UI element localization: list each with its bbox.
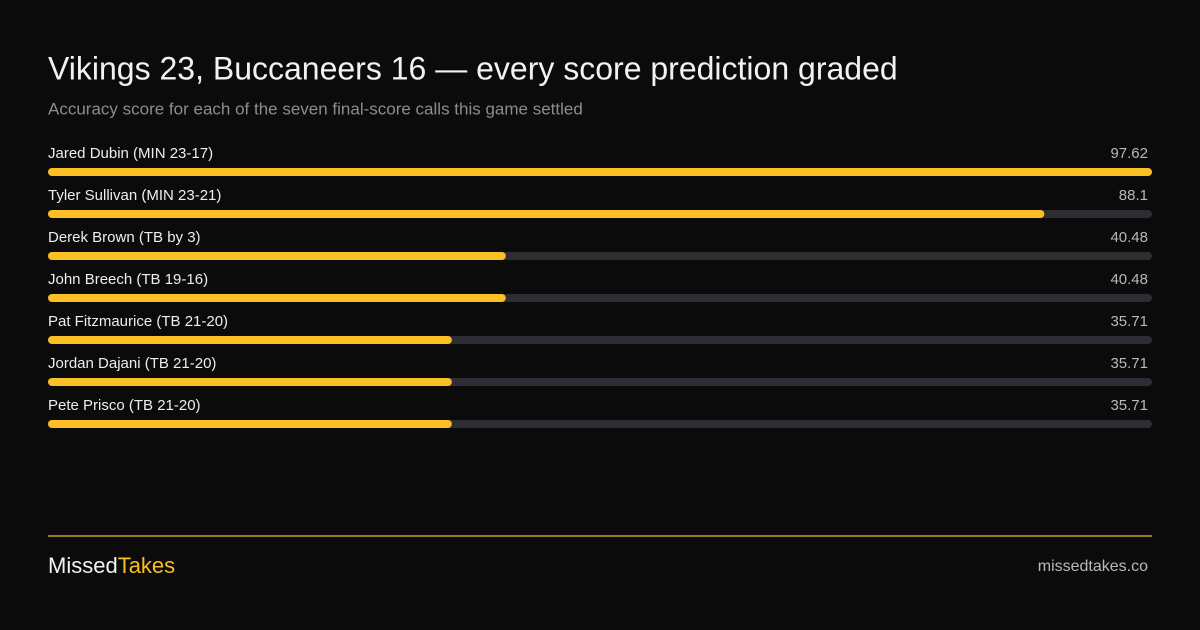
bar — [48, 294, 506, 302]
footer-url: missedtakes.co — [1038, 558, 1148, 575]
bar — [48, 336, 452, 344]
category-label: Jordan Dajani (TB 21-20) — [48, 355, 216, 372]
value-label: 35.71 — [1110, 313, 1148, 330]
value-label: 97.62 — [1110, 145, 1148, 162]
brand-part: Missed — [48, 553, 118, 578]
bar — [48, 252, 506, 260]
chart-title: Vikings 23, Buccaneers 16 — every score … — [48, 50, 898, 86]
category-label: Pete Prisco (TB 21-20) — [48, 397, 201, 414]
chart-subtitle: Accuracy score for each of the seven fin… — [48, 99, 583, 118]
category-label: Jared Dubin (MIN 23-17) — [48, 145, 213, 162]
bar — [48, 378, 452, 386]
value-label: 35.71 — [1110, 355, 1148, 372]
category-label: Tyler Sullivan (MIN 23-21) — [48, 187, 221, 204]
brand: MissedTakes — [48, 553, 175, 578]
value-label: 40.48 — [1110, 271, 1148, 288]
category-label: Derek Brown (TB by 3) — [48, 229, 201, 246]
bar — [48, 420, 452, 428]
bar — [48, 210, 1045, 218]
category-label: Pat Fitzmaurice (TB 21-20) — [48, 313, 228, 330]
value-label: 40.48 — [1110, 229, 1148, 246]
brand-part: Takes — [118, 553, 175, 578]
category-label: John Breech (TB 19-16) — [48, 271, 208, 288]
value-label: 88.1 — [1119, 187, 1148, 204]
value-label: 35.71 — [1110, 397, 1148, 414]
bar — [48, 168, 1152, 176]
